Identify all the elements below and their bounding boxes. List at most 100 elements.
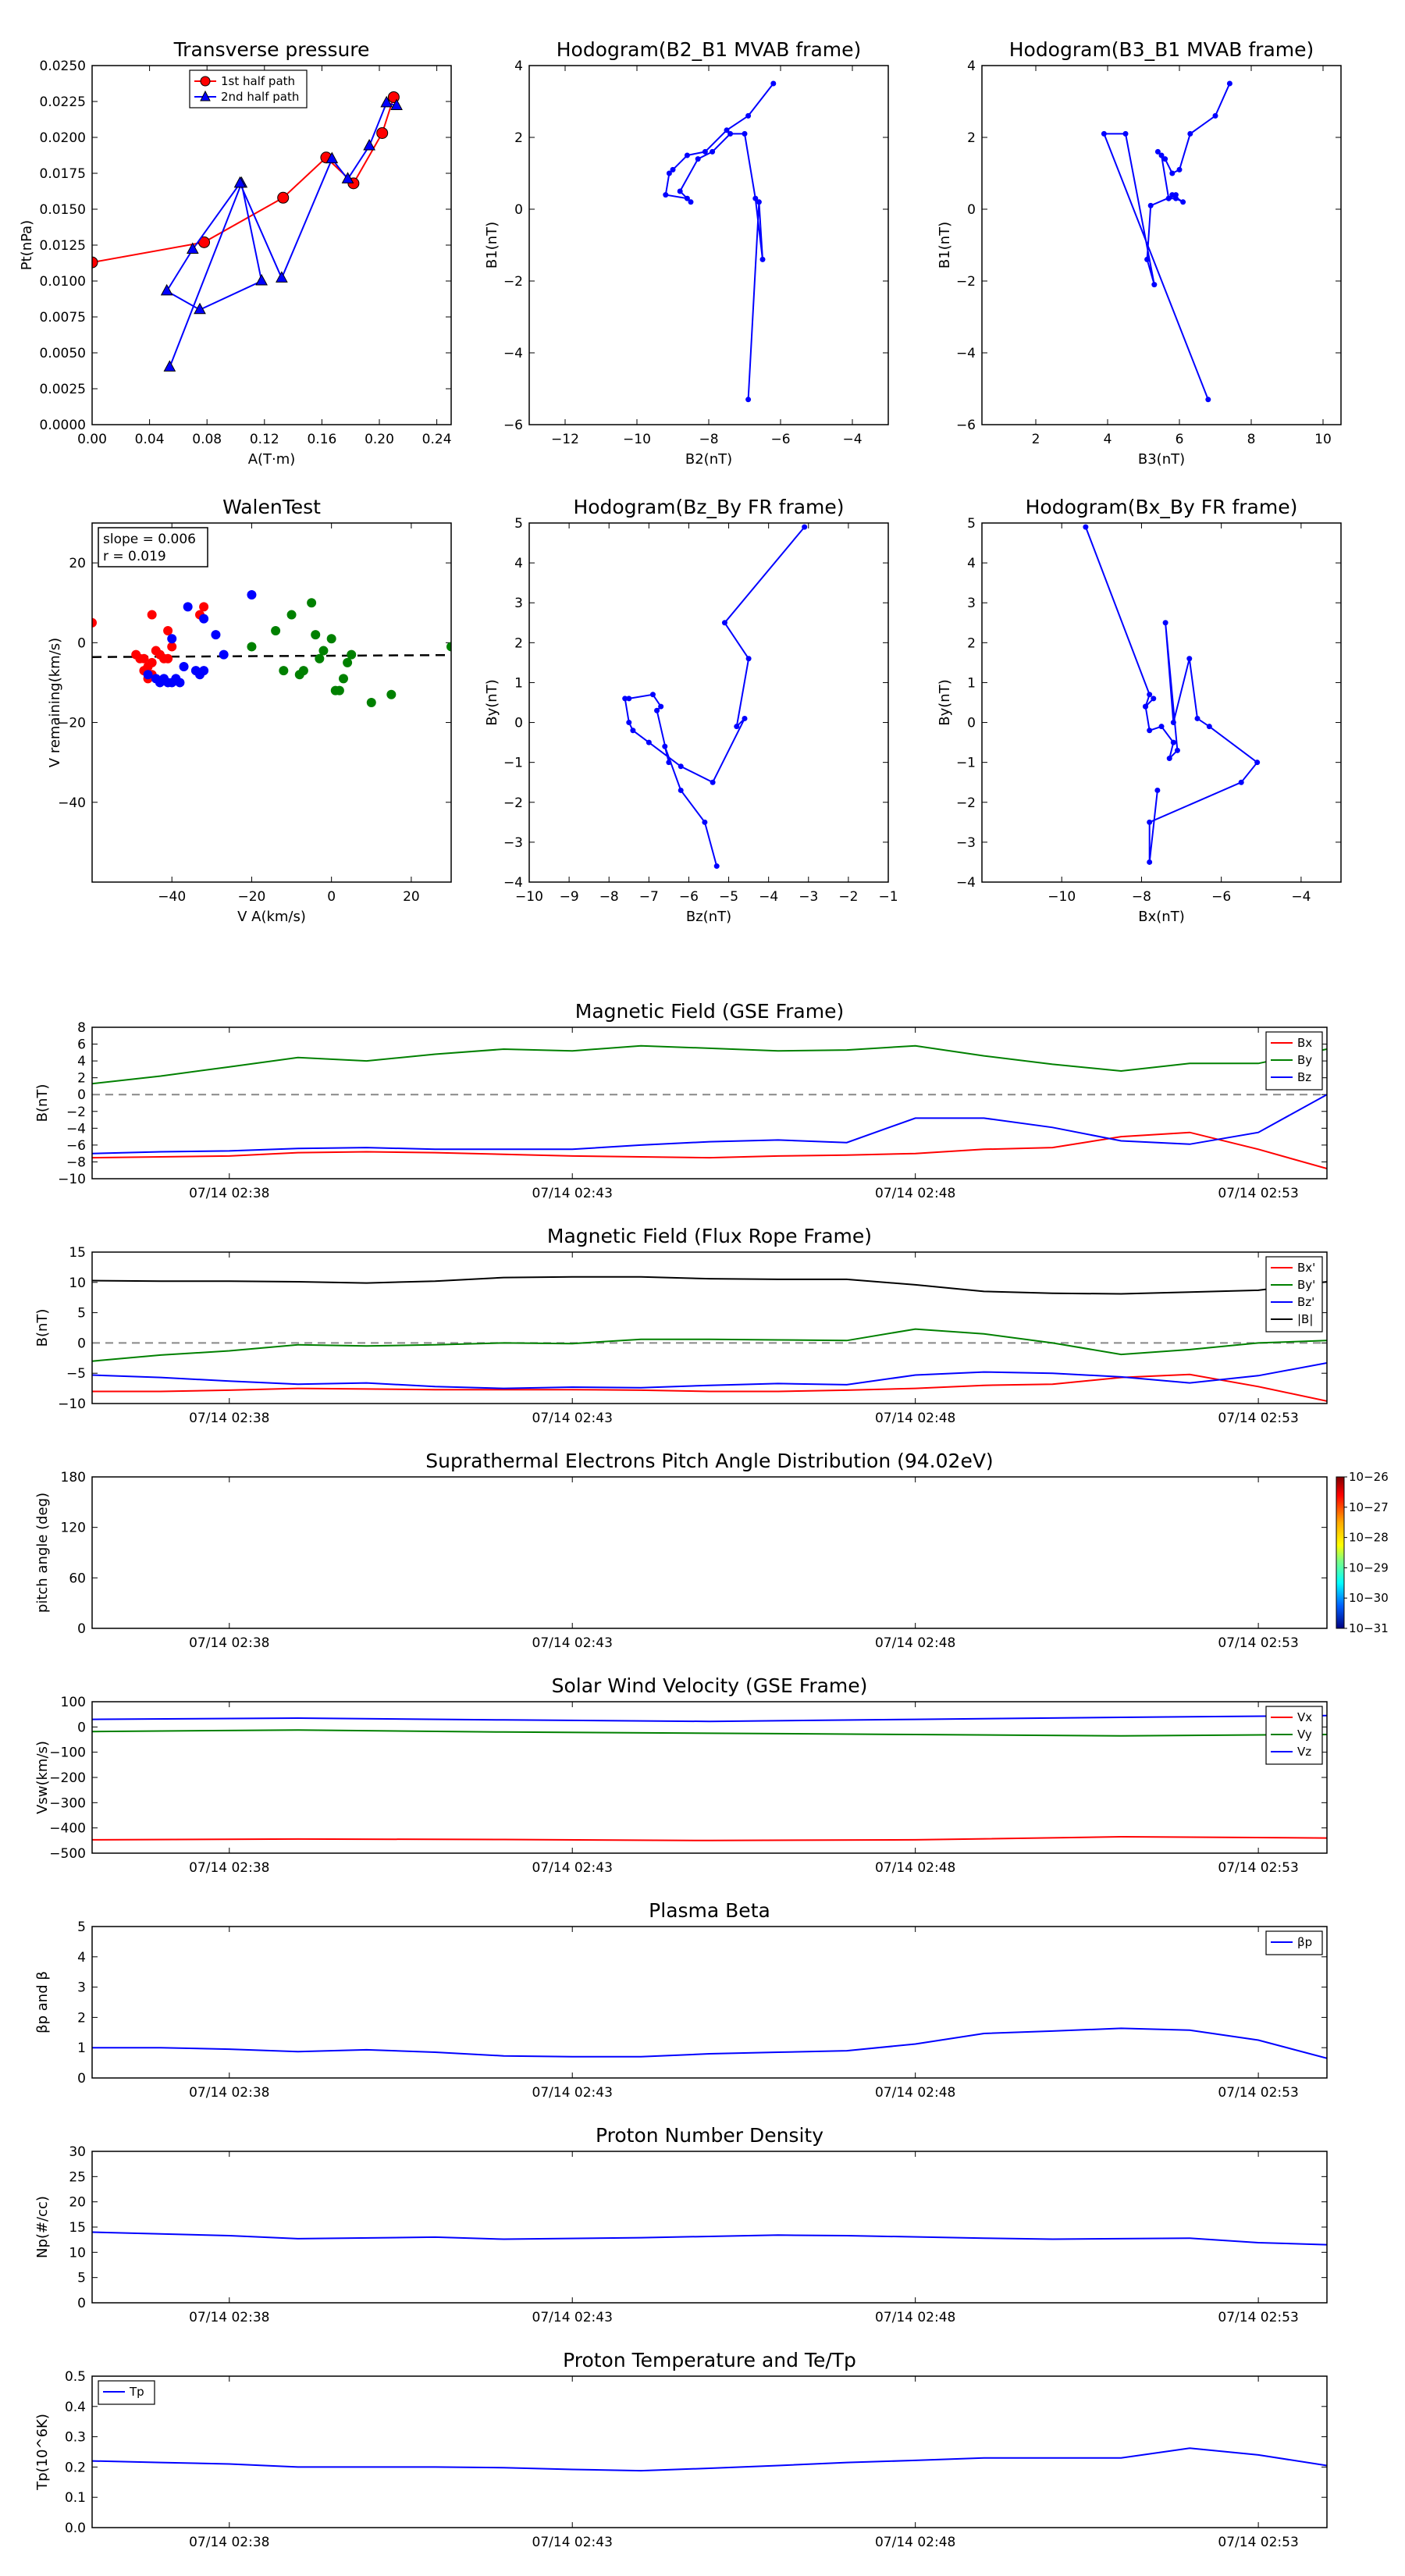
data-point — [143, 662, 153, 671]
annotation-box — [98, 527, 208, 568]
colorbar — [1336, 1476, 1345, 1629]
data-point — [1174, 747, 1180, 753]
data-point — [247, 642, 257, 652]
y-axis-label: pitch angle (deg) — [34, 1493, 51, 1613]
y-tick-label: −2 — [956, 795, 976, 811]
x-tick-label: 07/14 02:53 — [1218, 1635, 1298, 1651]
data-point — [139, 653, 149, 664]
series-line-Bz' — [92, 1362, 1327, 1389]
y-tick-label: 0 — [514, 716, 523, 731]
y-tick-label: 3 — [514, 596, 523, 611]
plot-frame — [91, 2151, 1328, 2304]
y-tick-label: −100 — [49, 1745, 86, 1761]
chart-beta: Plasma Beta 07/14 02:38 07/14 02:43 07/14 0… — [34, 1899, 1328, 2101]
x-tick-label: 0.24 — [422, 432, 452, 447]
x-tick-label: 07/14 02:38 — [189, 1635, 269, 1651]
x-tick-label: 0.08 — [192, 432, 222, 447]
data-point — [649, 692, 656, 698]
y-tick-label: 0.0250 — [40, 59, 86, 74]
data-point — [662, 743, 668, 749]
y-axis-label: Vsw(km/s) — [34, 1741, 51, 1814]
data-point — [654, 707, 660, 713]
plot-frame — [91, 1476, 1328, 1629]
plot-frame — [91, 1926, 1328, 2079]
y-tick-label: 4 — [514, 59, 523, 74]
x-tick-label: 07/14 02:48 — [875, 2535, 955, 2550]
legend: Tp — [98, 2380, 155, 2405]
x-tick-label: 0.12 — [250, 432, 279, 447]
data-point — [1176, 166, 1183, 173]
data-point — [376, 126, 389, 139]
y-tick-label: 1 — [514, 675, 523, 691]
plot-area — [622, 524, 808, 870]
x-tick-label: −20 — [237, 889, 265, 905]
data-point — [752, 195, 759, 201]
data-point — [724, 127, 730, 133]
x-tick-label: −8 — [599, 889, 619, 905]
data-point — [684, 152, 690, 158]
chart-title: Plasma Beta — [649, 1899, 770, 1922]
data-point — [684, 195, 690, 201]
x-tick-label: 10 — [1314, 432, 1332, 447]
x-tick-label: −6 — [1211, 889, 1231, 905]
y-tick-label: −10 — [58, 1172, 86, 1187]
y-tick-label: −4 — [956, 346, 976, 361]
y-tick-label: −5 — [66, 1366, 86, 1382]
y-tick-label: 5 — [967, 516, 976, 532]
chart-title: Transverse pressure — [173, 38, 370, 61]
y-tick-label: 0 — [77, 2296, 86, 2311]
data-point — [143, 670, 153, 680]
chart-title: Hodogram(Bx_By FR frame) — [1026, 496, 1298, 518]
y-tick-label: 10 — [69, 1276, 86, 1291]
chart-title: Suprathermal Electrons Pitch Angle Distr… — [425, 1450, 993, 1472]
data-point — [646, 739, 652, 745]
x-tick-label: 07/14 02:38 — [189, 1411, 269, 1426]
data-point — [1151, 696, 1157, 702]
series-line-By' — [92, 1328, 1327, 1362]
x-tick-label: 07/14 02:38 — [189, 1860, 269, 1876]
chart-title: Hodogram(Bz_By FR frame) — [573, 496, 844, 518]
x-tick-label: 07/14 02:53 — [1218, 1860, 1298, 1876]
y-tick-label: −2 — [503, 274, 523, 290]
y-tick-label: −4 — [66, 1121, 86, 1137]
x-tick-label: 07/14 02:43 — [532, 1635, 613, 1651]
x-tick-label: −8 — [699, 432, 718, 447]
x-axis-label: Bz(nT) — [686, 909, 731, 925]
colorbar-label: 10−28 — [1349, 1531, 1389, 1545]
data-point — [194, 302, 206, 315]
chart-h4: Hodogram(Bx_By FR frame)−10 −8 −6 −4−4−3−2−… — [937, 496, 1342, 925]
y-tick-label: 15 — [69, 2220, 86, 2236]
plot-frame — [981, 522, 1342, 883]
y-tick-label: −20 — [58, 716, 86, 731]
data-point — [298, 666, 308, 676]
x-tick-label: 07/14 02:38 — [189, 2085, 269, 2101]
legend-label: 1st half path — [221, 74, 295, 88]
y-tick-label: 0.0000 — [40, 418, 86, 433]
y-tick-label: −1 — [503, 756, 523, 771]
series-line-Np — [92, 2231, 1327, 2246]
y-tick-label: 6 — [77, 1037, 86, 1053]
data-point — [179, 662, 189, 671]
data-point — [1147, 819, 1153, 825]
chart-title: Proton Temperature and Te/Tp — [563, 2349, 856, 2371]
chart-title: Hodogram(B2_B1 MVAB frame) — [557, 38, 862, 61]
x-tick-label: 07/14 02:48 — [875, 2310, 955, 2325]
plot-area — [92, 2447, 1327, 2472]
plot-area — [92, 590, 451, 707]
y-tick-label: −3 — [503, 835, 523, 851]
data-point — [1147, 728, 1153, 734]
y-tick-label: 0.0125 — [40, 238, 86, 254]
x-tick-label: 07/14 02:43 — [532, 1411, 613, 1426]
x-tick-label: 07/14 02:48 — [875, 1186, 955, 1201]
chart-pad: Suprathermal Electrons Pitch Angle Distr… — [34, 1450, 1389, 1651]
plot-frame — [91, 65, 452, 425]
data-point — [247, 590, 257, 600]
data-point — [1226, 80, 1232, 87]
x-tick-label: 07/14 02:38 — [189, 2310, 269, 2325]
x-tick-label: −12 — [551, 432, 579, 447]
x-tick-label: 07/14 02:38 — [189, 1186, 269, 1201]
chart-title: Hodogram(B3_B1 MVAB frame) — [1009, 38, 1314, 61]
y-tick-label: −6 — [503, 418, 523, 433]
plot-frame — [91, 1701, 1328, 1854]
y-axis-label: Tp(10^6K) — [34, 2414, 51, 2491]
